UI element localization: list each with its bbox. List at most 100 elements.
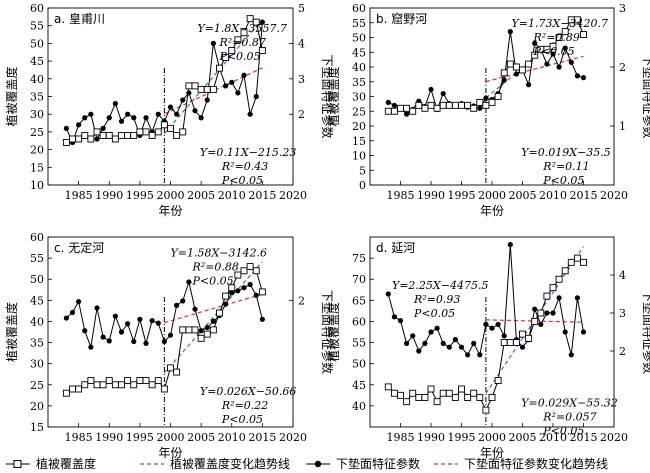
param-point — [526, 82, 532, 88]
param-point — [471, 340, 477, 346]
param-point — [198, 328, 204, 334]
veg-point — [458, 101, 465, 109]
param-point — [94, 136, 100, 142]
legend-veg-label: 植被覆盖度 — [36, 456, 96, 471]
veg-point — [81, 381, 89, 389]
veg-point — [573, 16, 581, 24]
y-left-tick-label: 5 — [359, 164, 366, 177]
param-point — [198, 115, 204, 121]
veg-point — [415, 393, 423, 401]
y-left-tick-label: 40 — [352, 61, 366, 74]
veg-point — [130, 381, 138, 389]
param-point — [125, 321, 131, 327]
param-point — [391, 314, 397, 320]
veg-point — [191, 82, 199, 90]
param-point — [550, 51, 556, 57]
param-point — [477, 105, 483, 111]
veg-point — [561, 267, 569, 275]
y-left-tick-label: 35 — [352, 76, 366, 89]
veg-point — [580, 258, 587, 266]
param-point — [562, 45, 568, 51]
y-right-tick-label: 2 — [298, 294, 305, 307]
x-tick-label: 2005 — [187, 189, 215, 202]
x-tick-label: 1995 — [126, 189, 154, 202]
param-point — [241, 72, 247, 78]
veg-point — [105, 377, 113, 385]
param-point — [574, 73, 581, 79]
veg-point — [87, 377, 95, 385]
param-equation-line: Y=0.11X−215.23 — [200, 146, 297, 159]
veg-point — [476, 98, 484, 106]
param-point — [428, 86, 434, 93]
x-tick-label: 2010 — [218, 189, 246, 202]
param-point — [532, 306, 538, 312]
param-point — [76, 122, 82, 128]
y-left-tick-label: 60 — [30, 2, 44, 15]
veg-point — [488, 98, 496, 106]
param-point — [397, 318, 404, 324]
y-left-tick-label: 45 — [352, 46, 366, 59]
veg-point — [75, 385, 83, 393]
param-point — [458, 344, 465, 350]
veg-point — [403, 104, 411, 112]
param-point — [131, 115, 137, 121]
veg-point — [445, 101, 453, 109]
param-point — [241, 285, 247, 291]
y-left-tick-label: 50 — [352, 32, 366, 45]
param-point — [507, 29, 513, 35]
param-point — [538, 321, 544, 327]
param-point — [513, 71, 520, 77]
x-tick-label: 1985 — [387, 431, 415, 444]
x-tick-label: 2000 — [478, 431, 506, 444]
y-left-tick-label: 40 — [30, 315, 44, 328]
veg-point — [549, 284, 557, 292]
veg-point — [567, 258, 575, 266]
x-axis-title: 年份 — [158, 446, 182, 460]
y-left-tick-label: 45 — [352, 379, 366, 392]
y-left-axis-title: 植被覆盖度 — [4, 302, 19, 362]
x-tick-label: 2020 — [600, 431, 628, 444]
param-point — [137, 316, 143, 322]
param-point — [483, 321, 489, 327]
veg-point — [111, 381, 119, 389]
y-left-tick-label: 25 — [352, 105, 366, 118]
veg-equation-line: R²=0.89 — [533, 31, 580, 44]
param-equation-line: Y=0.019X−35.5 — [521, 146, 611, 159]
y-right-axis-title: 下垫面特征参数 — [320, 54, 335, 138]
veg-point — [573, 254, 581, 262]
veg-equation-line: Y=1.73X−3420.7 — [512, 17, 609, 30]
y-left-tick-label: 45 — [30, 55, 44, 68]
x-tick-label: 2005 — [509, 189, 537, 202]
veg-point — [439, 101, 447, 109]
param-point — [106, 338, 112, 344]
param-point — [259, 316, 265, 322]
y-left-tick-label: 25 — [30, 126, 44, 139]
veg-point — [525, 334, 533, 342]
param-point — [446, 344, 452, 350]
param-point — [161, 338, 167, 345]
param-trend-line — [485, 55, 584, 83]
panel-4: 1985 1990 1995 2000 2005 2010 2015 2020 40 45 50 55… — [326, 236, 650, 460]
veg-point — [118, 131, 125, 139]
veg-point — [160, 385, 168, 393]
param-point — [410, 333, 416, 339]
legend-veg-marker — [13, 460, 22, 468]
param-point — [100, 125, 106, 131]
x-tick-label: 2020 — [279, 431, 307, 444]
veg-point — [75, 135, 83, 143]
veg-equation-line: P<0.05 — [192, 275, 234, 288]
veg-point — [512, 339, 520, 347]
veg-point — [240, 29, 248, 37]
y-left-tick-label: 40 — [30, 73, 44, 86]
x-tick-label: 2020 — [279, 189, 307, 202]
x-tick-label: 2015 — [248, 431, 276, 444]
veg-point — [451, 101, 459, 109]
y-left-tick-label: 40 — [352, 400, 366, 413]
veg-point — [234, 36, 242, 44]
veg-point — [209, 326, 217, 334]
legend-item-param-trend: 下垫面特征参数变化趋势线 — [434, 456, 608, 471]
y-left-tick-label: 45 — [30, 294, 44, 307]
veg-point — [160, 121, 168, 129]
veg-point — [476, 393, 484, 401]
